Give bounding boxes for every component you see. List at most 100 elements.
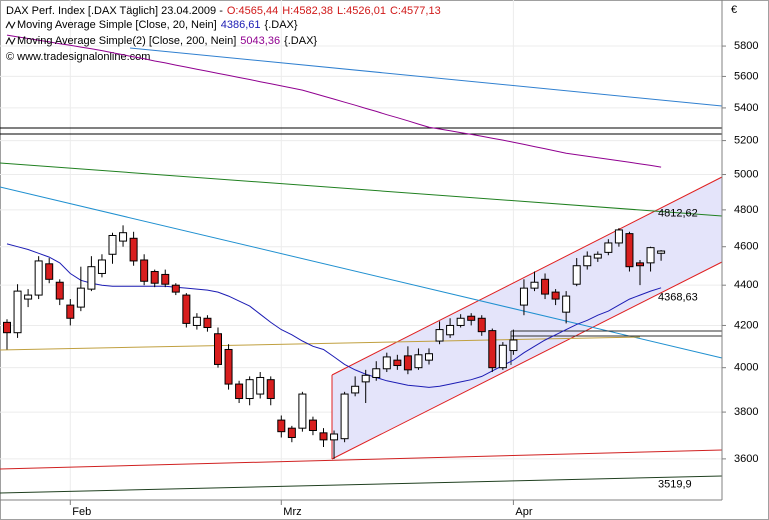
- ohlc-label: C:4577,13: [390, 5, 441, 17]
- candle-body: [541, 278, 550, 295]
- candle-body: [87, 266, 96, 290]
- y-tick-label: 5200: [734, 134, 758, 146]
- candle-body: [498, 344, 507, 369]
- candle-body: [319, 432, 328, 441]
- candle-body: [55, 281, 64, 300]
- y-tick-label: 5600: [734, 70, 758, 82]
- candle-body: [414, 354, 423, 369]
- trend-line: [0, 162, 723, 217]
- y-tick-label: 5800: [734, 40, 758, 52]
- candle-body: [351, 385, 360, 394]
- candle-body: [34, 260, 43, 296]
- candle-body: [646, 247, 655, 264]
- header: DAX Perf. Index [.DAX Täglich] 23.04.200…: [6, 5, 441, 17]
- copyright: © www.tradesignalonline.com: [6, 51, 150, 63]
- candle-body: [66, 304, 75, 319]
- candle-body: [3, 321, 11, 334]
- candle-body: [551, 291, 560, 300]
- candle-body: [530, 281, 539, 289]
- channel-lower: [331, 261, 723, 460]
- legend-name: Moving Average Simple(2) [Close, 200, Ne…: [17, 35, 236, 47]
- candle-body: [604, 242, 613, 253]
- candle-body: [287, 427, 296, 439]
- y-tick-label: 4200: [734, 319, 758, 331]
- candle-body: [435, 329, 444, 342]
- legend-value: 5043,36: [240, 35, 280, 47]
- y-tick-label: 5400: [734, 102, 758, 114]
- candle-body: [393, 359, 402, 367]
- candle-body: [340, 393, 349, 440]
- currency: €: [731, 4, 737, 16]
- annotation: 3519,9: [658, 478, 692, 490]
- candle-body: [403, 355, 412, 371]
- ohlc-label: L:4526,01: [337, 5, 386, 17]
- candle-body: [119, 232, 128, 242]
- x-tick-label: Apr: [515, 506, 532, 518]
- candle-body: [446, 324, 455, 336]
- legend-icon: [5, 20, 16, 30]
- legend-value: 4386,61: [221, 19, 261, 31]
- y-tick-label: 4000: [734, 362, 758, 374]
- channel-fill: [332, 177, 722, 459]
- candle-body: [140, 259, 149, 282]
- y-tick-label: 5000: [734, 168, 758, 180]
- candle-body: [425, 353, 433, 361]
- trend-line: [0, 336, 641, 351]
- candle-body: [382, 356, 391, 370]
- candle-body: [13, 290, 22, 334]
- candle-body: [76, 287, 85, 308]
- candle-body: [235, 383, 244, 400]
- y-tick-label: 4800: [734, 204, 758, 216]
- candle-body: [161, 273, 170, 285]
- annotation: 4368,63: [658, 291, 698, 303]
- candle-body: [572, 265, 581, 285]
- y-tick-label: 3800: [734, 406, 758, 418]
- x-tick-label: Feb: [72, 506, 91, 518]
- candle-body: [256, 376, 265, 395]
- candle-body: [150, 271, 159, 284]
- candle-body: [203, 317, 212, 329]
- candle-body: [192, 316, 201, 326]
- legend-entry: Moving Average Simple(2) [Close, 200, Ne…: [17, 35, 317, 47]
- moving-average: [6, 243, 662, 388]
- candle-body: [477, 317, 486, 333]
- x-tick-label: Mrz: [283, 506, 301, 518]
- y-tick-label: 3600: [734, 453, 758, 465]
- ohlc-label: H:4582,38: [282, 5, 333, 17]
- candle-body: [224, 348, 233, 385]
- candle-body: [614, 229, 623, 244]
- candle-body: [266, 379, 275, 400]
- candle-body: [214, 333, 222, 365]
- candle-body: [308, 419, 317, 432]
- candle-body: [509, 339, 518, 352]
- candle-body: [562, 295, 571, 313]
- candle-body: [519, 287, 528, 306]
- candle-body: [488, 330, 497, 369]
- annotation: 4812,62: [658, 208, 698, 220]
- title: DAX Perf. Index [.DAX Täglich] 23.04.200…: [6, 5, 223, 17]
- ohlc-label: O:4565,44: [227, 5, 278, 17]
- candle-body: [277, 419, 286, 433]
- candle-body: [97, 259, 106, 274]
- support-line: [0, 449, 723, 470]
- trend-line: [0, 475, 723, 494]
- candle-body: [583, 255, 592, 267]
- legend-icon: [5, 36, 16, 46]
- legend-entry: Moving Average Simple [Close, 20, Nein] 4…: [17, 19, 298, 31]
- candle-body: [129, 237, 138, 262]
- candle-body: [636, 262, 644, 267]
- candle-body: [245, 379, 254, 400]
- legend-suffix: {.DAX}: [284, 35, 317, 47]
- candle-body: [330, 433, 339, 441]
- legend-suffix: {.DAX}: [265, 19, 298, 31]
- candle-body: [298, 393, 307, 429]
- candle-body: [108, 234, 117, 255]
- candle-body: [372, 368, 381, 378]
- candle-body: [467, 315, 476, 321]
- candle-body: [24, 294, 33, 300]
- candle-body: [361, 374, 370, 383]
- trend-line: [0, 186, 723, 359]
- moving-average: [6, 34, 662, 168]
- candle-body: [593, 253, 602, 259]
